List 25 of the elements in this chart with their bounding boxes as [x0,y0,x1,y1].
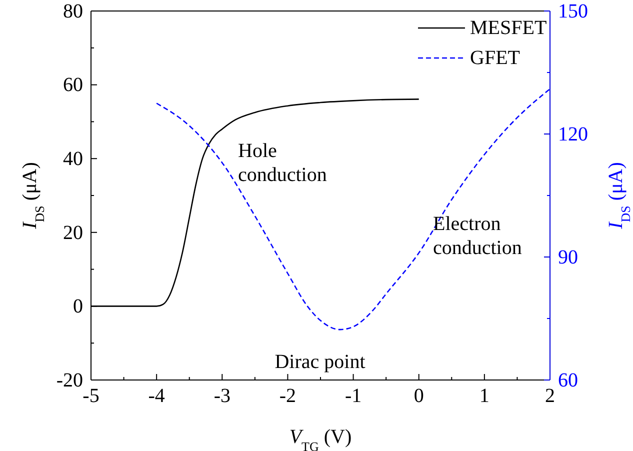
line-series [156,88,551,330]
annotation: Dirac point [274,351,366,373]
y2-tick-label: 60 [558,369,578,392]
x-tick-label: 2 [545,385,555,408]
x-axis-title: V$_{TG}$ (V) [289,426,352,451]
x-tick-label: -2 [279,385,296,408]
x-tick-label: -5 [82,385,100,408]
x-tick-label: 0 [414,385,424,408]
x-tick-label: 1 [479,385,490,408]
y2-tick-label: 120 [558,123,588,146]
y-tick-label: 60 [63,74,83,96]
x-tick-label: -3 [214,385,230,408]
legend-label: MESFET [470,17,547,39]
y-tick-label: 40 [63,148,83,170]
y-tick-label: -20 [56,369,83,392]
y-tick-label: 20 [63,222,83,244]
legend-label: GFET [470,47,520,69]
x-tick-label: -1 [344,385,362,408]
x-tick-label: -4 [148,385,165,408]
annotation: Hole conduction [238,140,327,186]
y2-tick-label: 150 [558,0,588,22]
y-tick-label: 80 [63,0,83,22]
annotation: Electron conduction [433,213,522,259]
y2-tick-label: 90 [558,246,578,268]
y-tick-label: 0 [73,296,83,318]
